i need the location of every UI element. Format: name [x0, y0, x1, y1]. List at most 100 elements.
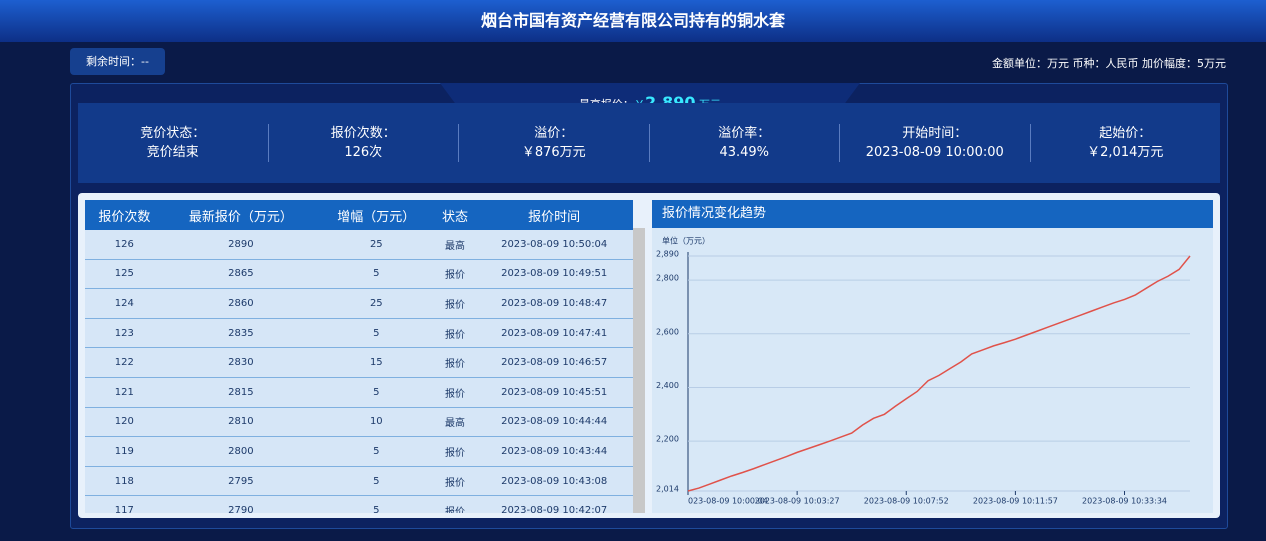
- info-label: 起始价：: [1099, 126, 1152, 141]
- table-cell: 5: [318, 318, 435, 349]
- table-row: 120 2810 10 最高 2023-08-09 10:44:44: [85, 407, 633, 438]
- chart: 单位（万元） 2,014 2,200 2,400 2,600 2,800 2,890 023…: [652, 228, 1213, 513]
- column-header: 增幅（万元）: [318, 200, 435, 230]
- table-cell: 5: [318, 259, 435, 290]
- table-cell: 2023-08-09 10:49:51: [475, 259, 633, 290]
- units: 金额单位：万元 币种：人民币 加价幅度：5万元: [992, 57, 1226, 70]
- table-cell: 2860: [163, 288, 319, 319]
- page-title: 烟台市国有资产经营有限公司持有的铜水套: [0, 0, 1266, 42]
- y-tick-label: 2,014: [656, 485, 679, 494]
- table-cell: 报价: [434, 436, 476, 467]
- x-tick-label: 2023-08-09 10:33:34: [1082, 497, 1167, 506]
- table-cell: 2795: [163, 466, 319, 497]
- table: 报价次数 最新报价（万元） 增幅（万元） 状态 报价时间 126 2890 25 最高 2023-…: [85, 200, 633, 513]
- y-tick-label: 2,890: [656, 250, 679, 259]
- table-cell: 5: [318, 436, 435, 467]
- table-cell: 2023-08-09 10:42:07: [475, 495, 633, 513]
- table-cell: 122: [85, 347, 164, 378]
- table-cell: 2790: [163, 495, 319, 513]
- table-row: 118 2795 5 报价 2023-08-09 10:43:08: [85, 466, 633, 497]
- info-value: 126次: [344, 145, 383, 160]
- x-tick-label: 2023-08-09 10:11:57: [973, 497, 1058, 506]
- info-item: 溢价率： 43.49%: [650, 124, 840, 162]
- table-cell: 2810: [163, 407, 319, 438]
- y-tick-label: 2,800: [656, 274, 679, 283]
- table-cell: 报价: [434, 466, 476, 497]
- info-label: 报价次数：: [330, 126, 396, 141]
- table-cell: 2023-08-09 10:43:08: [475, 466, 633, 497]
- table-cell: 5: [318, 495, 435, 513]
- table-cell: 126: [85, 230, 164, 260]
- info-label: 溢价：: [534, 126, 574, 141]
- info-value: 43.49%: [719, 145, 770, 160]
- remaining-time: 剩余时间：--: [70, 48, 165, 75]
- table-cell: 119: [85, 436, 164, 467]
- column-header: 最新报价（万元）: [163, 200, 319, 230]
- price-line: [687, 255, 1191, 492]
- table-cell: 报价: [434, 318, 476, 349]
- table-cell: 报价: [434, 377, 476, 408]
- table-row: 125 2865 5 报价 2023-08-09 10:49:51: [85, 259, 633, 290]
- table-row: 121 2815 5 报价 2023-08-09 10:45:51: [85, 377, 633, 408]
- table-cell: 120: [85, 407, 164, 438]
- table-cell: 2023-08-09 10:48:47: [475, 288, 633, 319]
- info-label: 溢价率：: [718, 126, 771, 141]
- table-row: 123 2835 5 报价 2023-08-09 10:47:41: [85, 318, 633, 349]
- info-item: 报价次数： 126次: [269, 124, 459, 162]
- x-tick-label: 2023-08-09 10:03:27: [755, 497, 840, 506]
- x-tick-label: 023-08-09 10:00:04: [688, 497, 768, 506]
- table-cell: 2865: [163, 259, 319, 290]
- info-value: ￥876万元: [521, 145, 586, 160]
- table-cell: 2023-08-09 10:50:04: [475, 230, 633, 260]
- table-row: 122 2830 15 报价 2023-08-09 10:46:57: [85, 347, 633, 378]
- unit-label: 单位（万元）: [662, 236, 710, 246]
- table-row: 126 2890 25 最高 2023-08-09 10:50:04: [85, 230, 633, 260]
- table-cell: 5: [318, 377, 435, 408]
- table-row: 124 2860 25 报价 2023-08-09 10:48:47: [85, 288, 633, 319]
- column-header: 报价时间: [475, 200, 633, 230]
- table-cell: 123: [85, 318, 164, 349]
- y-tick-label: 2,200: [656, 435, 679, 444]
- column-header: 状态: [434, 200, 476, 230]
- info-item: 溢价： ￥876万元: [459, 124, 650, 162]
- info-band: 竞价状态： 竞价结束 报价次数： 126次 溢价： ￥876万元 溢价率： 43.49% 开始时…: [78, 103, 1220, 183]
- table-cell: 2023-08-09 10:46:57: [475, 347, 633, 378]
- y-tick-label: 2,600: [656, 327, 679, 336]
- table-cell: 2890: [163, 230, 319, 260]
- info-value: 2023-08-09 10:00:00: [865, 145, 1004, 160]
- bid-table: 报价次数 最新报价（万元） 增幅（万元） 状态 报价时间 126 2890 25 最高 2023-…: [85, 200, 633, 513]
- info-value: 竞价结束: [146, 145, 199, 160]
- table-cell: 报价: [434, 495, 476, 513]
- y-tick-label: 2,400: [656, 381, 679, 390]
- chart-title: 报价情况变化趋势: [652, 200, 1213, 228]
- table-cell: 最高: [434, 407, 476, 438]
- table-cell: 25: [318, 288, 435, 319]
- table-cell: 2023-08-09 10:43:44: [475, 436, 633, 467]
- info-item: 开始时间： 2023-08-09 10:00:00: [840, 124, 1031, 162]
- info-item: 竞价状态： 竞价结束: [78, 124, 269, 162]
- column-header: 报价次数: [85, 200, 164, 230]
- info-value: ￥2,014万元: [1087, 145, 1164, 160]
- table-cell: 最高: [434, 230, 476, 260]
- table-cell: 25: [318, 230, 435, 260]
- table-cell: 124: [85, 288, 164, 319]
- table-cell: 10: [318, 407, 435, 438]
- table-cell: 2815: [163, 377, 319, 408]
- table-cell: 5: [318, 466, 435, 497]
- table-row: 119 2800 5 报价 2023-08-09 10:43:44: [85, 436, 633, 467]
- info-item: 起始价： ￥2,014万元: [1031, 124, 1221, 162]
- table-cell: 2023-08-09 10:47:41: [475, 318, 633, 349]
- scrollbar[interactable]: [633, 228, 645, 513]
- table-cell: 15: [318, 347, 435, 378]
- table-cell: 报价: [434, 347, 476, 378]
- table-cell: 报价: [434, 288, 476, 319]
- table-cell: 2835: [163, 318, 319, 349]
- table-cell: 2800: [163, 436, 319, 467]
- table-cell: 125: [85, 259, 164, 290]
- table-cell: 2830: [163, 347, 319, 378]
- table-row: 117 2790 5 报价 2023-08-09 10:42:07: [85, 495, 633, 513]
- table-cell: 2023-08-09 10:45:51: [475, 377, 633, 408]
- table-cell: 121: [85, 377, 164, 408]
- table-cell: 2023-08-09 10:44:44: [475, 407, 633, 438]
